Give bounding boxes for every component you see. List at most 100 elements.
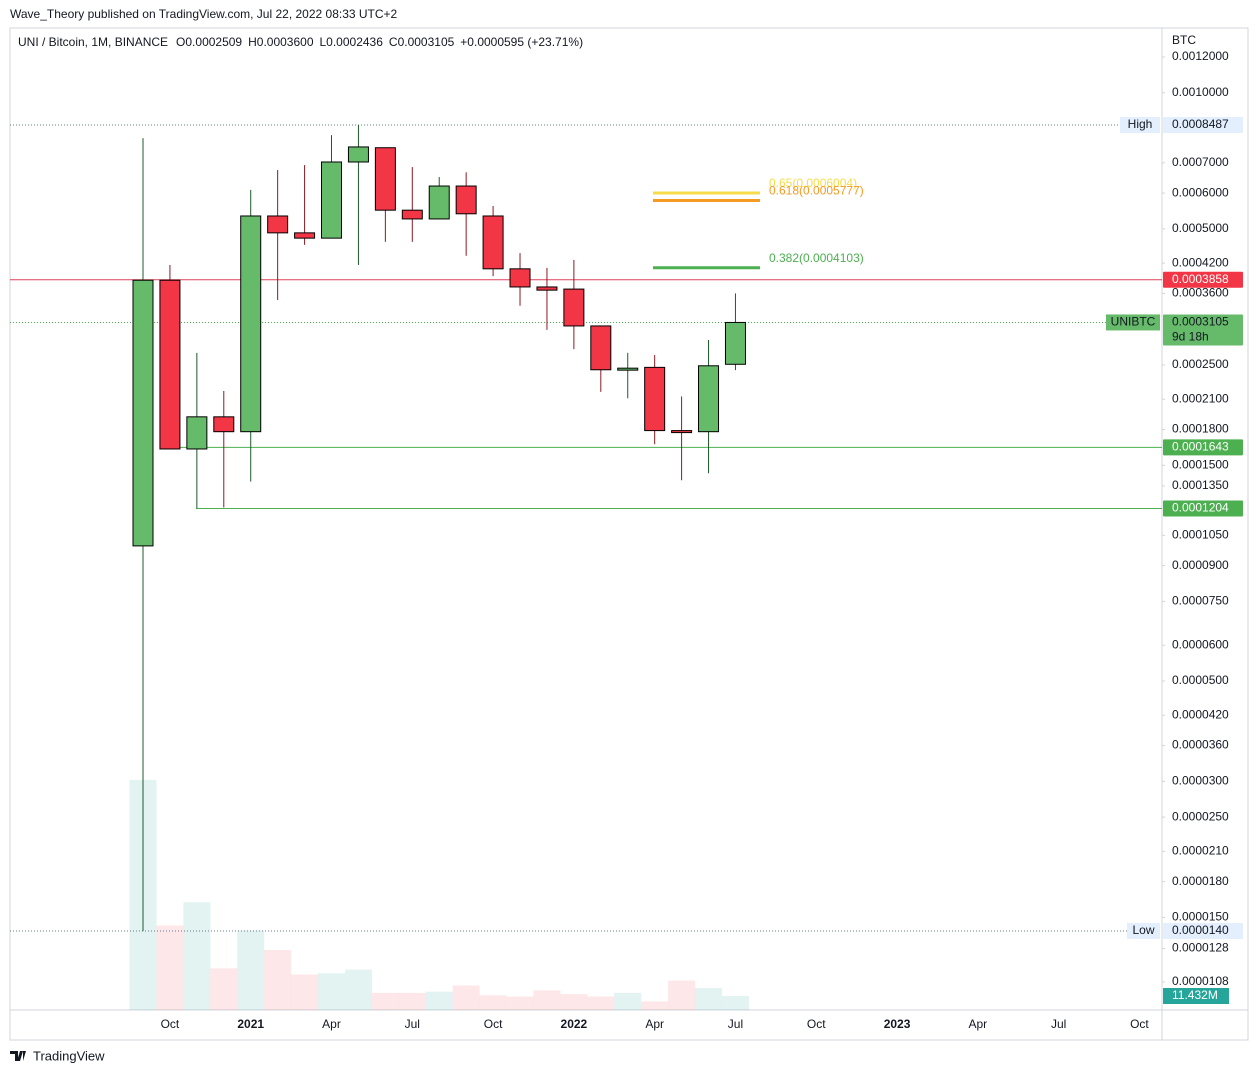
volume-bar (479, 995, 507, 1010)
volume-bar (398, 992, 426, 1010)
logo: TradingView (10, 1048, 105, 1063)
x-tick-label: 2021 (237, 1017, 264, 1031)
fib-label: 0.382(0.0004103) (769, 251, 864, 265)
x-tick-label: Oct (161, 1017, 180, 1031)
y-tick-label: 0.0000108 (1172, 974, 1229, 988)
candle-body (509, 268, 531, 288)
volume-bar (506, 996, 534, 1010)
logo-icon (10, 1051, 26, 1061)
volume-bar (291, 974, 319, 1010)
symbol: UNI / Bitcoin, 1M, BINANCE (18, 35, 168, 49)
legend-open: O0.0002509 (176, 35, 242, 49)
price-label-bg (1163, 500, 1243, 517)
candle-body (482, 215, 504, 270)
candle-body (159, 279, 181, 450)
price-label: 0.0008487 (1172, 117, 1229, 131)
x-tick-label: Oct (807, 1017, 826, 1031)
candle-body (698, 365, 720, 433)
x-tick-label: Apr (645, 1017, 664, 1031)
price-label-bg (1163, 922, 1243, 939)
candle-body (213, 416, 235, 433)
level-name-bg (1127, 922, 1160, 939)
price-label: 0.0001643 (1172, 440, 1229, 454)
price-label-bg (1163, 271, 1243, 288)
price-label: 0.0000140 (1172, 923, 1229, 937)
y-tick-label: 0.0012000 (1172, 49, 1229, 63)
volume-label: 11.432M (1172, 988, 1218, 1002)
y-tick-label: 0.0000500 (1172, 673, 1229, 687)
y-tick-label: 0.0005000 (1172, 221, 1229, 235)
candle-body (536, 286, 558, 291)
y-tick-label: 0.0004200 (1172, 255, 1229, 269)
candle-body (590, 325, 612, 371)
candle-body (617, 367, 639, 371)
y-tick-label: 0.0002100 (1172, 391, 1229, 405)
candle-body (267, 215, 289, 234)
candle-body (724, 321, 746, 365)
candle-body (186, 416, 208, 450)
y-tick-label: 0.0000300 (1172, 773, 1229, 787)
y-tick-label: 0.0002500 (1172, 357, 1229, 371)
y-tick-label: 0.0000150 (1172, 910, 1229, 924)
x-tick-label: Jul (405, 1017, 420, 1031)
price-label: 0.0003858 (1172, 272, 1229, 286)
candle-body (455, 185, 477, 215)
y-tick-label: 0.0000128 (1172, 941, 1229, 955)
volume-bar (533, 990, 561, 1010)
currency: BTC (1172, 33, 1196, 47)
volume-bar (452, 985, 480, 1010)
y-tick-label: 0.0000750 (1172, 594, 1229, 608)
x-tick-label: Oct (1130, 1017, 1149, 1031)
candle-body (671, 430, 693, 434)
y-tick-label: 0.0010000 (1172, 85, 1229, 99)
volume-bar (695, 987, 723, 1010)
legend-high: H0.0003600 (248, 35, 314, 49)
brand: TradingView (33, 1048, 105, 1063)
volume-bar (318, 973, 346, 1010)
countdown: 9d 18h (1172, 330, 1209, 344)
volume-bar (614, 992, 642, 1010)
volume-bar (156, 925, 184, 1010)
candle-body (240, 215, 262, 433)
price-label: 0.0001204 (1172, 501, 1229, 515)
volume-bar (264, 950, 292, 1010)
candle-body (374, 147, 396, 211)
volume-bar (237, 930, 265, 1010)
level-name: UNIBTC (1111, 315, 1156, 329)
volume-bar (371, 992, 399, 1010)
candle-body (644, 366, 666, 432)
volume-bar (560, 994, 588, 1010)
price-label: 0.0003105 (1172, 315, 1229, 329)
volume-bar (668, 980, 696, 1010)
candle-body (401, 209, 423, 220)
level-name-bg (1106, 314, 1160, 331)
x-tick-label: Oct (484, 1017, 503, 1031)
x-tick-label: 2022 (561, 1017, 588, 1031)
y-tick-label: 0.0000360 (1172, 738, 1229, 752)
candle-body (563, 288, 585, 327)
legend: UNI / Bitcoin, 1M, BINANCE O0.0002509 H0.0… (18, 35, 583, 49)
publisher: Wave_Theory published on TradingView.com… (10, 7, 398, 21)
y-tick-label: 0.0000420 (1172, 707, 1229, 721)
x-tick-label: Apr (968, 1017, 987, 1031)
volume-bar (183, 902, 211, 1010)
plot (10, 124, 1162, 1010)
y-tick-label: 0.0000180 (1172, 874, 1229, 888)
volume-bar (587, 996, 615, 1010)
candle-body (347, 146, 369, 163)
price-label-bg (1163, 117, 1243, 134)
x-tick-label: Apr (322, 1017, 341, 1031)
price-label-bg (1163, 314, 1243, 346)
candle-body (428, 185, 450, 220)
y-tick-label: 0.0000900 (1172, 558, 1229, 572)
y-tick-label: 0.0006000 (1172, 185, 1229, 199)
volume-bar (425, 991, 453, 1010)
candle-body (321, 161, 343, 239)
y-tick-label: 0.0001350 (1172, 478, 1229, 492)
y-tick-label: 0.0000250 (1172, 809, 1229, 823)
y-tick-label: 0.0003600 (1172, 286, 1229, 300)
y-tick-label: 0.0001500 (1172, 457, 1229, 471)
y-tick-label: 0.0001800 (1172, 422, 1229, 436)
price-label-bg (1163, 439, 1243, 456)
